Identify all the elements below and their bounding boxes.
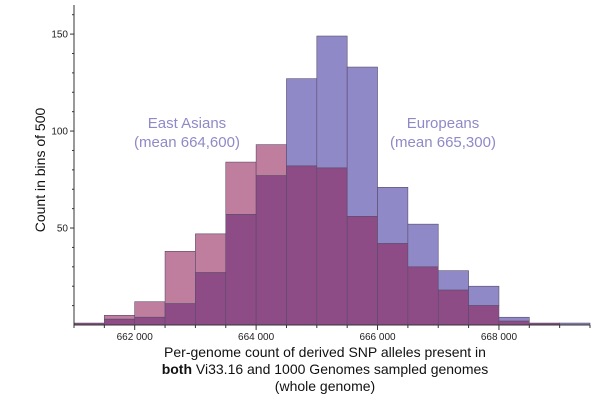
bar-overlap-5 (225, 214, 257, 326)
bar-upper-3 (164, 251, 196, 304)
bar-overlap-7 (286, 165, 318, 326)
x-tick-label-2: 666 000 (359, 332, 396, 343)
bar-overlap-3 (164, 303, 196, 326)
bar-overlap-10 (377, 243, 409, 326)
x-axis-label-line2-rest: Vi33.16 and 1000 Genomes sampled genomes (192, 361, 489, 377)
x-tick-label-0: 662 000 (117, 332, 154, 343)
x-axis-label-line2: both Vi33.16 and 1000 Genomes sampled ge… (100, 361, 550, 378)
bar-overlap-12 (437, 289, 469, 326)
bar-overlap-4 (195, 272, 227, 326)
bar-overlap-11 (407, 266, 439, 326)
annotation-europeans-label: Europeans (407, 115, 480, 132)
y-tick-label-2: 150 (51, 30, 68, 41)
y-axis-label: Count in bins of 500 (32, 108, 48, 233)
x-axis-label-bold: both (161, 361, 193, 377)
bar-upper-9 (346, 66, 378, 217)
bar-overlap-13 (468, 305, 500, 326)
bar-upper-2 (134, 301, 166, 318)
x-axis-label-line3: (whole genome) (274, 378, 376, 394)
bar-upper-13 (468, 285, 500, 306)
bar-overlap-8 (316, 167, 348, 326)
bar-upper-10 (377, 187, 409, 244)
x-tick-label-3: 668 000 (481, 332, 518, 343)
y-tick-label-0: 50 (57, 224, 69, 235)
bar-overlap-2 (134, 316, 166, 326)
annotation-east-asians-label: East Asians (148, 115, 226, 132)
annotation-europeans-mean: (mean 665,300) (390, 134, 496, 151)
bar-overlap-6 (255, 175, 287, 326)
bar-overlap-14 (498, 320, 530, 326)
bar-upper-4 (195, 233, 227, 273)
y-tick-label-1: 100 (51, 127, 68, 138)
bar-overlap-9 (346, 216, 378, 326)
bar-upper-11 (407, 223, 439, 268)
bar-upper-8 (316, 35, 348, 169)
bar-upper-12 (437, 270, 469, 291)
bars-layer (73, 35, 591, 326)
annotation-east-asians-mean: (mean 664,600) (134, 134, 240, 151)
bar-upper-1 (104, 315, 136, 320)
x-axis-label: Per-genome count of derived SNP alleles … (100, 344, 550, 395)
x-tick-label-1: 664 000 (238, 332, 275, 343)
bar-overlap-1 (104, 318, 136, 326)
bar-upper-7 (286, 78, 318, 167)
bar-upper-6 (255, 144, 287, 176)
bar-upper-14 (498, 316, 530, 322)
x-axis-label-line1: Per-genome count of derived SNP alleles … (164, 344, 486, 360)
bar-upper-5 (225, 161, 257, 215)
axes-layer: 662 000 664 000 666 000 668 000 50 100 150 (51, 5, 591, 343)
